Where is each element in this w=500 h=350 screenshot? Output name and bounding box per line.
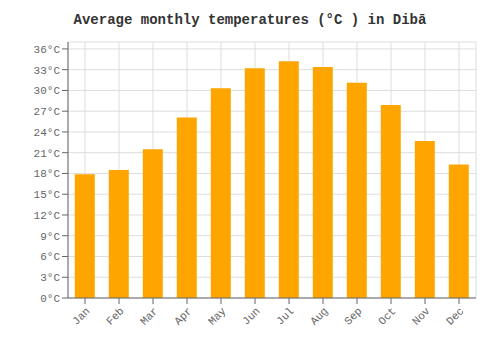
svg-text:0°C: 0°C (40, 293, 60, 305)
svg-text:Jun: Jun (240, 305, 262, 327)
svg-text:6°C: 6°C (40, 251, 60, 263)
svg-text:18°C: 18°C (34, 168, 61, 180)
svg-text:Aug: Aug (308, 305, 330, 327)
svg-text:21°C: 21°C (34, 148, 61, 160)
svg-text:Sep: Sep (342, 305, 364, 327)
svg-text:33°C: 33°C (34, 65, 61, 77)
svg-text:9°C: 9°C (40, 231, 60, 243)
svg-text:30°C: 30°C (34, 85, 61, 97)
svg-text:Feb: Feb (104, 305, 126, 327)
svg-text:Apr: Apr (172, 305, 194, 327)
svg-text:24°C: 24°C (34, 127, 61, 139)
svg-text:15°C: 15°C (34, 189, 61, 201)
svg-text:Jul: Jul (274, 305, 296, 327)
svg-text:Jan: Jan (70, 305, 92, 327)
svg-text:36°C: 36°C (34, 44, 61, 56)
svg-text:May: May (206, 305, 229, 328)
svg-text:12°C: 12°C (34, 210, 61, 222)
svg-text:Oct: Oct (376, 305, 398, 327)
svg-text:Nov: Nov (410, 305, 433, 328)
svg-text:27°C: 27°C (34, 106, 61, 118)
svg-text:3°C: 3°C (40, 272, 60, 284)
html-text:Average monthly temperatures (: Average monthly temperatures (°C ) in Di… (73, 12, 427, 28)
svg-text:Dec: Dec (444, 305, 466, 327)
svg-text:Mar: Mar (138, 305, 160, 327)
